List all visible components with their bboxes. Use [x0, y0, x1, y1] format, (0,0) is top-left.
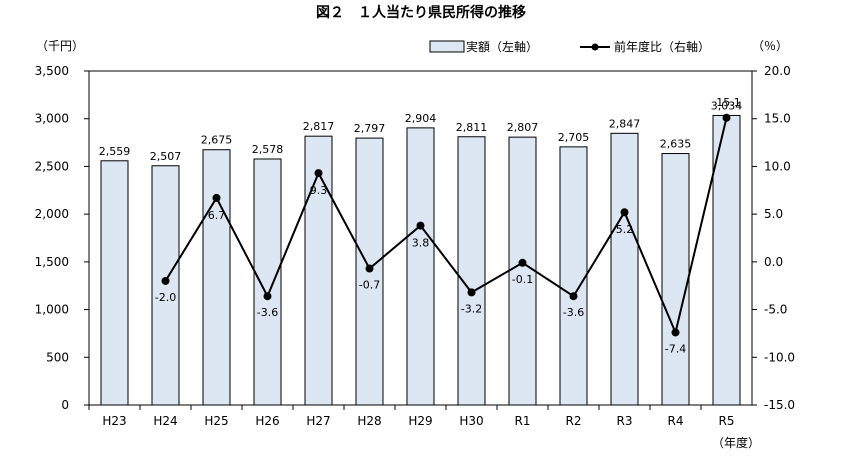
- growth-point: [263, 292, 272, 301]
- bar-value-label: 2,675: [201, 134, 233, 147]
- category-label: H28: [357, 414, 381, 428]
- bar: [661, 153, 690, 406]
- left-tick-label: 2,000: [35, 207, 69, 221]
- category-label: H24: [153, 414, 177, 428]
- growth-point: [467, 288, 476, 297]
- chart-title: 図２ １人当たり県民所得の推移: [316, 4, 526, 21]
- growth-value-label: 15.1: [716, 96, 741, 109]
- bar: [610, 132, 639, 406]
- bar-value-label: 2,847: [609, 117, 641, 130]
- growth-value-label: -3.2: [461, 302, 482, 315]
- right-axis-unit: （％）: [752, 39, 788, 53]
- bar-value-label: 2,817: [303, 120, 335, 133]
- right-tick-label: -5.0: [764, 303, 787, 317]
- category-label: H23: [102, 414, 126, 428]
- category-label: R2: [566, 414, 582, 428]
- category-label: H26: [255, 414, 279, 428]
- growth-point: [314, 169, 323, 178]
- growth-line: [164, 117, 728, 336]
- bar: [202, 149, 231, 406]
- growth-value-label: -3.6: [563, 306, 584, 319]
- left-tick-label: 500: [46, 350, 69, 364]
- bar: [151, 165, 180, 406]
- right-tick-label: 10.0: [764, 159, 791, 173]
- growth-value-label: 5.2: [616, 223, 634, 236]
- plot-area: 0 500 1,000 1,500 2,000 2,500 3,000 3,500 -15.0 -…: [35, 64, 795, 428]
- legend: 実額（左軸） 前年度比（右軸）: [429, 39, 710, 54]
- legend-bar-swatch: [429, 40, 465, 53]
- growth-point: [569, 292, 578, 301]
- bar-value-label: 2,705: [558, 131, 590, 144]
- growth-value-label: 9.3: [310, 184, 328, 197]
- bar-value-label: 2,578: [252, 143, 284, 156]
- growth-value-label: -0.1: [512, 273, 533, 286]
- bar: [712, 114, 741, 406]
- x-axis-unit: （年度）: [712, 435, 760, 450]
- growth-value-label: -2.0: [155, 291, 176, 304]
- growth-point: [365, 264, 374, 273]
- bar-value-label: 2,507: [150, 150, 182, 163]
- growth-point: [161, 276, 170, 285]
- bar: [457, 136, 486, 406]
- legend-line-label: 前年度比（右軸）: [614, 39, 710, 54]
- growth-point: [620, 208, 629, 217]
- bar-value-label: 2,559: [99, 145, 131, 158]
- bar-value-label: 2,797: [354, 122, 386, 135]
- growth-value-label: 6.7: [208, 209, 226, 222]
- bar: [100, 160, 129, 406]
- category-label: H25: [204, 414, 228, 428]
- right-tick-label: 5.0: [764, 207, 783, 221]
- growth-value-label: -0.7: [359, 279, 380, 292]
- growth-point: [212, 193, 221, 202]
- left-tick-label: 0: [61, 398, 69, 412]
- category-label: H29: [408, 414, 432, 428]
- category-label: R5: [719, 414, 735, 428]
- right-tick-label: 20.0: [764, 64, 791, 78]
- legend-line-marker: [591, 43, 599, 51]
- growth-value-label: -3.6: [257, 306, 278, 319]
- left-tick-label: 1,500: [35, 255, 69, 269]
- growth-value-label: -7.4: [665, 342, 686, 355]
- bar-value-label: 2,904: [405, 112, 437, 125]
- category-label: H30: [459, 414, 483, 428]
- bar-value-label: 2,635: [660, 138, 692, 151]
- right-tick-label: -10.0: [764, 350, 795, 364]
- growth-value-label: 3.8: [412, 237, 430, 250]
- left-axis-unit: （千円）: [36, 39, 84, 53]
- left-tick-label: 1,000: [35, 303, 69, 317]
- legend-bar-label: 実額（左軸）: [466, 39, 538, 54]
- bar: [253, 158, 282, 406]
- right-tick-label: 15.0: [764, 112, 791, 126]
- bar: [559, 146, 588, 406]
- bar: [406, 127, 435, 406]
- left-tick-label: 2,500: [35, 159, 69, 173]
- growth-point: [518, 258, 527, 267]
- growth-point: [416, 221, 425, 230]
- right-tick-label: -15.0: [764, 398, 795, 412]
- category-label: R1: [515, 414, 531, 428]
- bar-value-label: 3,034: [711, 99, 743, 112]
- bar: [304, 135, 333, 406]
- bar-value-label: 2,811: [456, 121, 488, 134]
- right-tick-label: 0.0: [764, 255, 783, 269]
- category-label: H27: [306, 414, 330, 428]
- growth-point: [722, 113, 731, 122]
- bar: [508, 136, 537, 406]
- left-tick-label: 3,500: [35, 64, 69, 78]
- category-label: R3: [617, 414, 633, 428]
- category-label: R4: [668, 414, 684, 428]
- bar-value-label: 2,807: [507, 121, 539, 134]
- left-tick-label: 3,000: [35, 112, 69, 126]
- growth-point: [671, 328, 680, 337]
